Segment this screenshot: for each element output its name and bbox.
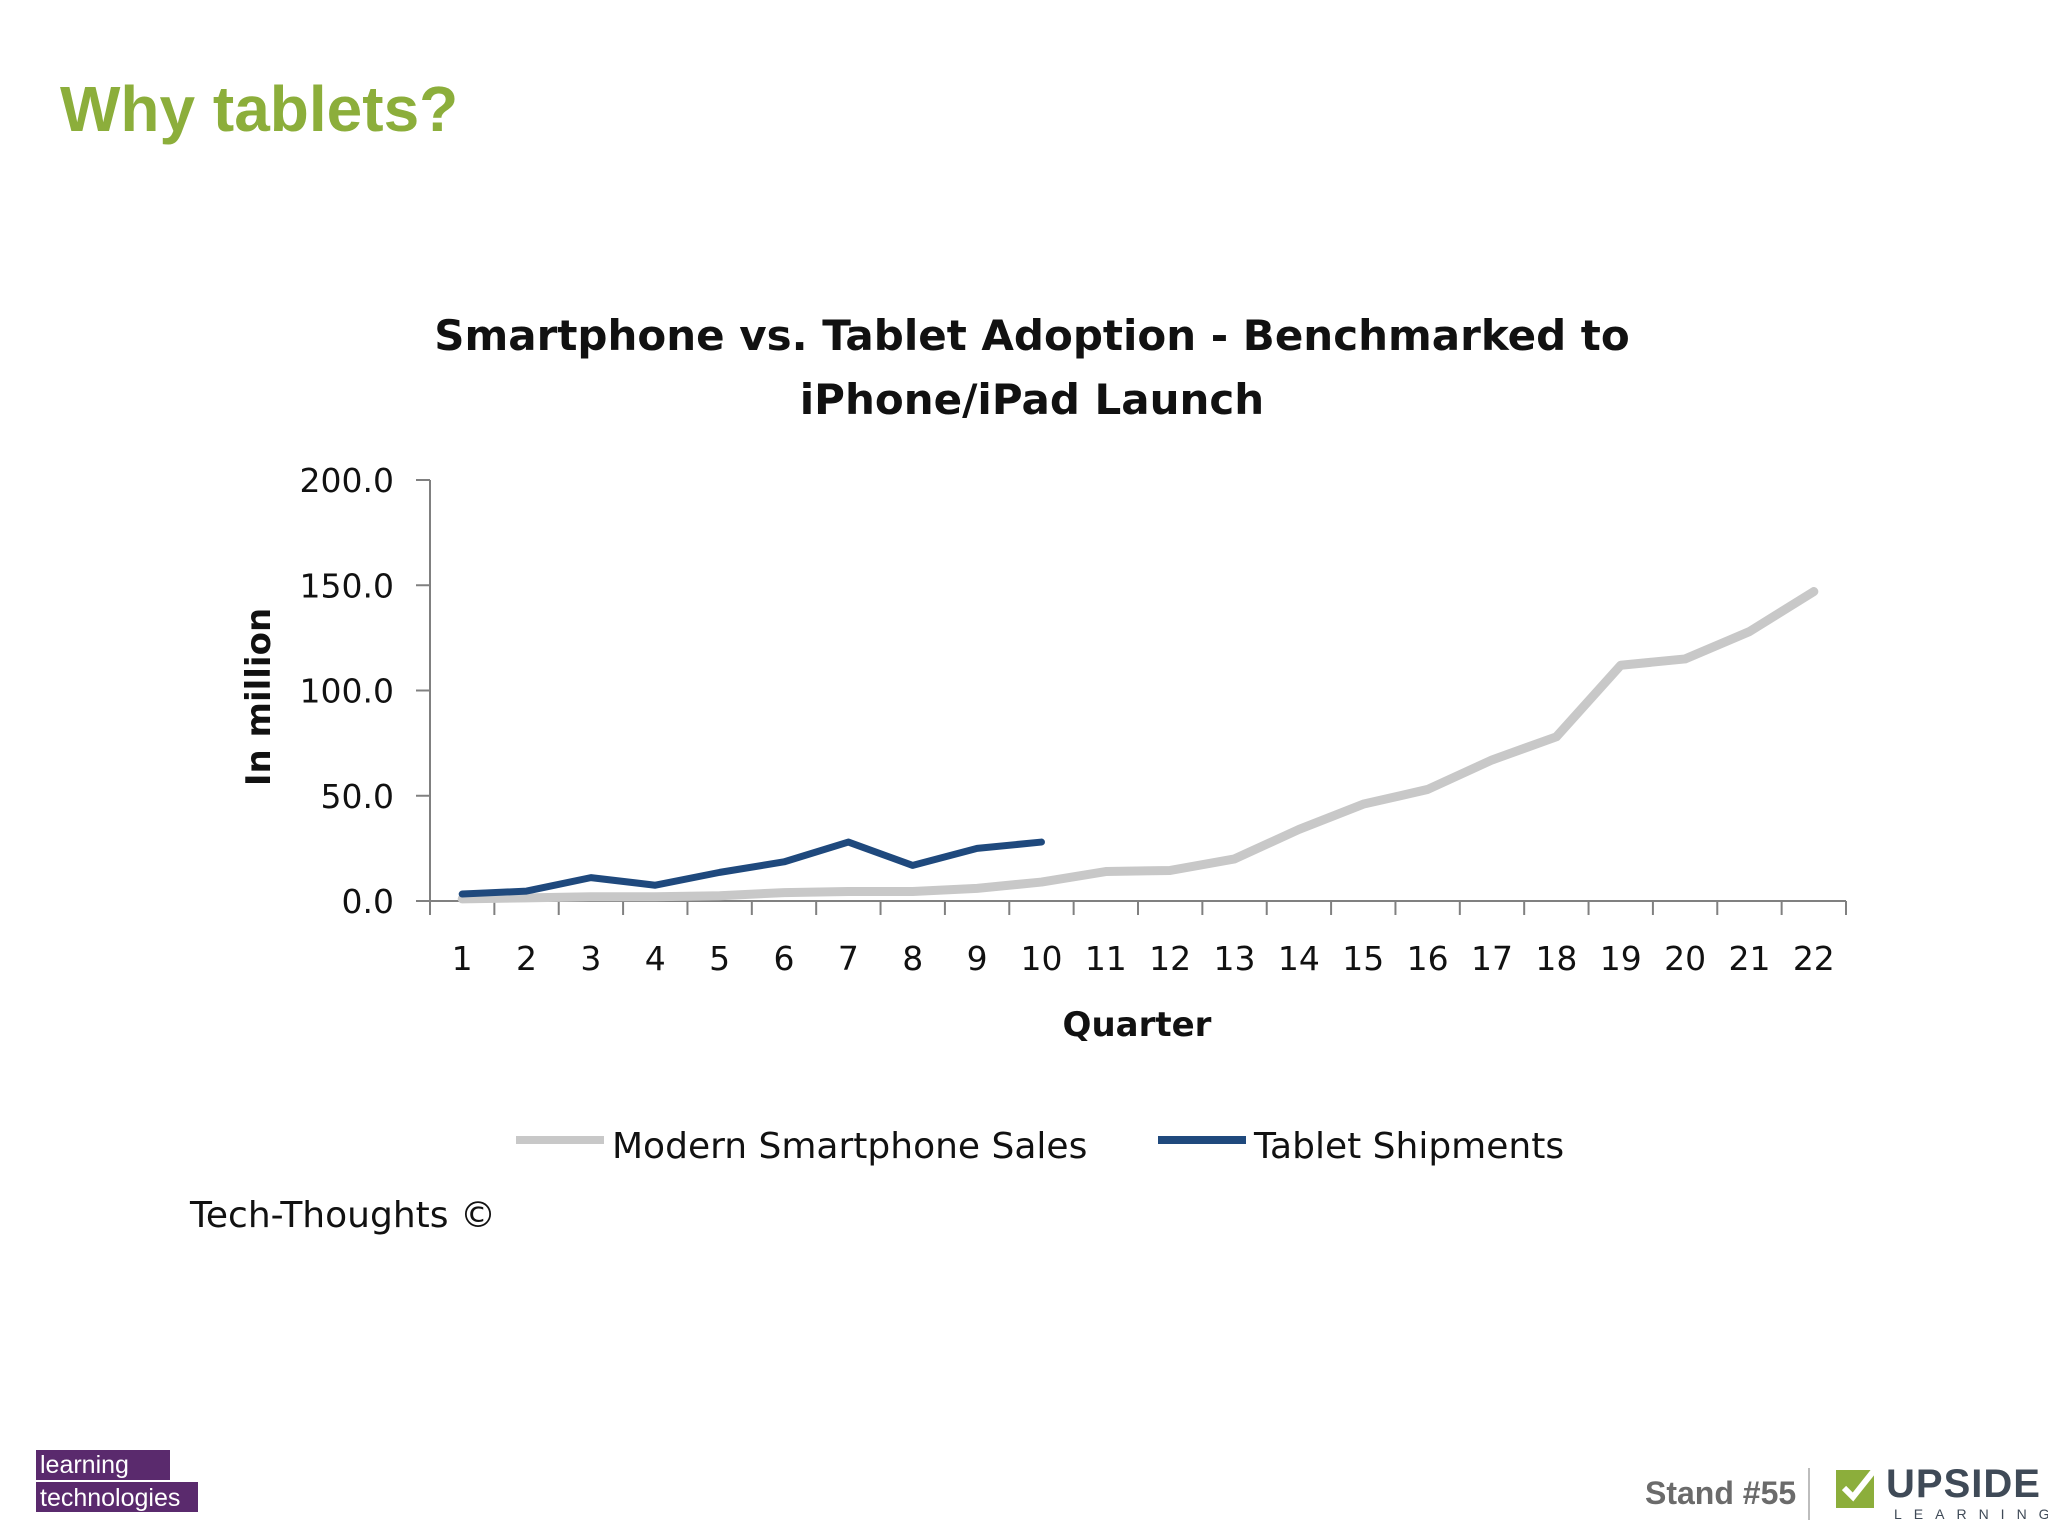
logo-text-line-1: learning <box>36 1450 170 1480</box>
x-tick-label: 14 <box>1278 939 1320 978</box>
data-point-smartphone <box>910 889 915 894</box>
y-axis-title: In million <box>239 608 279 786</box>
data-point-tablet <box>524 889 529 894</box>
x-tick-label: 15 <box>1342 939 1384 978</box>
data-point-tablet <box>975 846 980 851</box>
y-tick-label: 200.0 <box>300 461 394 500</box>
data-point-smartphone <box>1296 827 1301 832</box>
y-axis: 0.0 50.0 100.0 150.0 200.0 <box>300 461 431 921</box>
data-point-smartphone <box>1168 868 1173 873</box>
chart-title-line-1: Smartphone vs. Tablet Adoption - Benchma… <box>434 311 1629 360</box>
data-point-tablet <box>782 859 786 864</box>
x-tick-label: 1 <box>452 939 473 978</box>
x-tick-label: 20 <box>1664 939 1706 978</box>
data-point-smartphone <box>1425 787 1430 792</box>
data-point-smartphone <box>1618 663 1623 668</box>
series-line-smartphone-sales <box>457 587 1819 904</box>
legend-label-tablet: Tablet Shipments <box>1253 1126 1564 1167</box>
upside-brand-sub: LEARNING <box>1894 1506 2048 1522</box>
upside-learning-logo: UPSIDE LEARNING <box>1836 1462 2048 1522</box>
footer-divider <box>1808 1468 1810 1520</box>
data-point-smartphone <box>717 893 722 898</box>
data-point-smartphone <box>1811 589 1816 594</box>
logo-text-line-2: technologies <box>36 1480 198 1512</box>
x-tick-label: 10 <box>1020 939 1062 978</box>
x-tick-label: 5 <box>709 939 730 978</box>
y-tick-label: 150.0 <box>300 566 394 605</box>
legend-label-smartphone: Modern Smartphone Sales <box>612 1126 1087 1167</box>
x-tick-label: 2 <box>516 939 537 978</box>
y-tick-label: 100.0 <box>300 672 394 711</box>
data-point-smartphone <box>1683 656 1688 661</box>
data-point-tablet <box>910 863 915 868</box>
x-tick-label: 13 <box>1214 939 1256 978</box>
x-tick-label: 3 <box>580 939 601 978</box>
upside-brand-name: UPSIDE <box>1886 1462 2041 1506</box>
upside-check-icon <box>1836 1466 1879 1508</box>
x-tick-label: 22 <box>1793 939 1835 978</box>
data-point-smartphone <box>1232 856 1237 861</box>
x-tick-label: 9 <box>967 939 988 978</box>
data-point-smartphone <box>846 889 851 894</box>
chart-title-line-2: iPhone/iPad Launch <box>800 375 1264 424</box>
y-tick-label: 50.0 <box>321 777 394 816</box>
x-tick-label: 17 <box>1471 939 1513 978</box>
series-line-tablet-shipments <box>458 838 1045 898</box>
x-axis-title: Quarter <box>1063 1005 1212 1045</box>
x-tick-label: 6 <box>774 939 795 978</box>
y-tick-label: 0.0 <box>342 882 394 921</box>
data-point-tablet <box>717 870 722 875</box>
data-point-smartphone <box>975 886 980 891</box>
data-point-smartphone <box>460 896 465 901</box>
data-point-smartphone <box>1361 802 1366 807</box>
data-point-tablet <box>653 883 658 888</box>
x-tick-label: 4 <box>645 939 666 978</box>
data-point-smartphone <box>588 894 593 899</box>
data-point-tablet <box>588 875 593 880</box>
data-point-smartphone <box>524 895 529 900</box>
source-credit: Tech-Thoughts © <box>190 1195 496 1236</box>
data-point-tablet <box>846 840 851 845</box>
x-tick-label: 12 <box>1149 939 1191 978</box>
data-point-smartphone <box>1554 734 1559 739</box>
slide-title: Why tablets? <box>60 73 459 145</box>
data-point-smartphone <box>653 894 658 899</box>
series-lines <box>457 587 1819 904</box>
data-point-smartphone <box>1747 629 1752 634</box>
x-tick-label: 16 <box>1407 939 1449 978</box>
x-axis: 1 2 3 4 5 6 7 8 9 10 11 12 13 14 15 16 17 18 19 20 21 22 <box>429 900 1847 978</box>
data-point-smartphone <box>1490 757 1494 762</box>
learning-technologies-logo: learning technologies <box>36 1450 198 1514</box>
data-point-tablet <box>1039 840 1044 845</box>
x-tick-label: 8 <box>902 939 923 978</box>
data-point-tablet <box>460 892 465 897</box>
data-point-smartphone <box>1039 880 1044 885</box>
x-tick-label: 7 <box>838 939 859 978</box>
data-point-smartphone <box>782 890 786 895</box>
data-point-smartphone <box>1103 869 1108 874</box>
stand-number: Stand #55 <box>1645 1475 1797 1511</box>
x-tick-label: 18 <box>1535 939 1577 978</box>
x-tick-label: 19 <box>1600 939 1642 978</box>
x-tick-label: 11 <box>1085 939 1127 978</box>
x-tick-label: 21 <box>1728 939 1770 978</box>
